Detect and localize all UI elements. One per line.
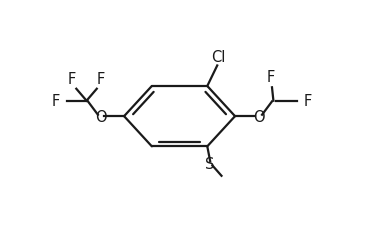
Text: S: S (206, 156, 215, 171)
Text: O: O (95, 109, 106, 124)
Text: O: O (253, 109, 265, 124)
Text: Cl: Cl (211, 50, 226, 65)
Text: F: F (97, 72, 105, 86)
Text: F: F (68, 72, 76, 86)
Text: F: F (266, 70, 275, 85)
Text: F: F (303, 94, 312, 109)
Text: F: F (51, 94, 60, 109)
